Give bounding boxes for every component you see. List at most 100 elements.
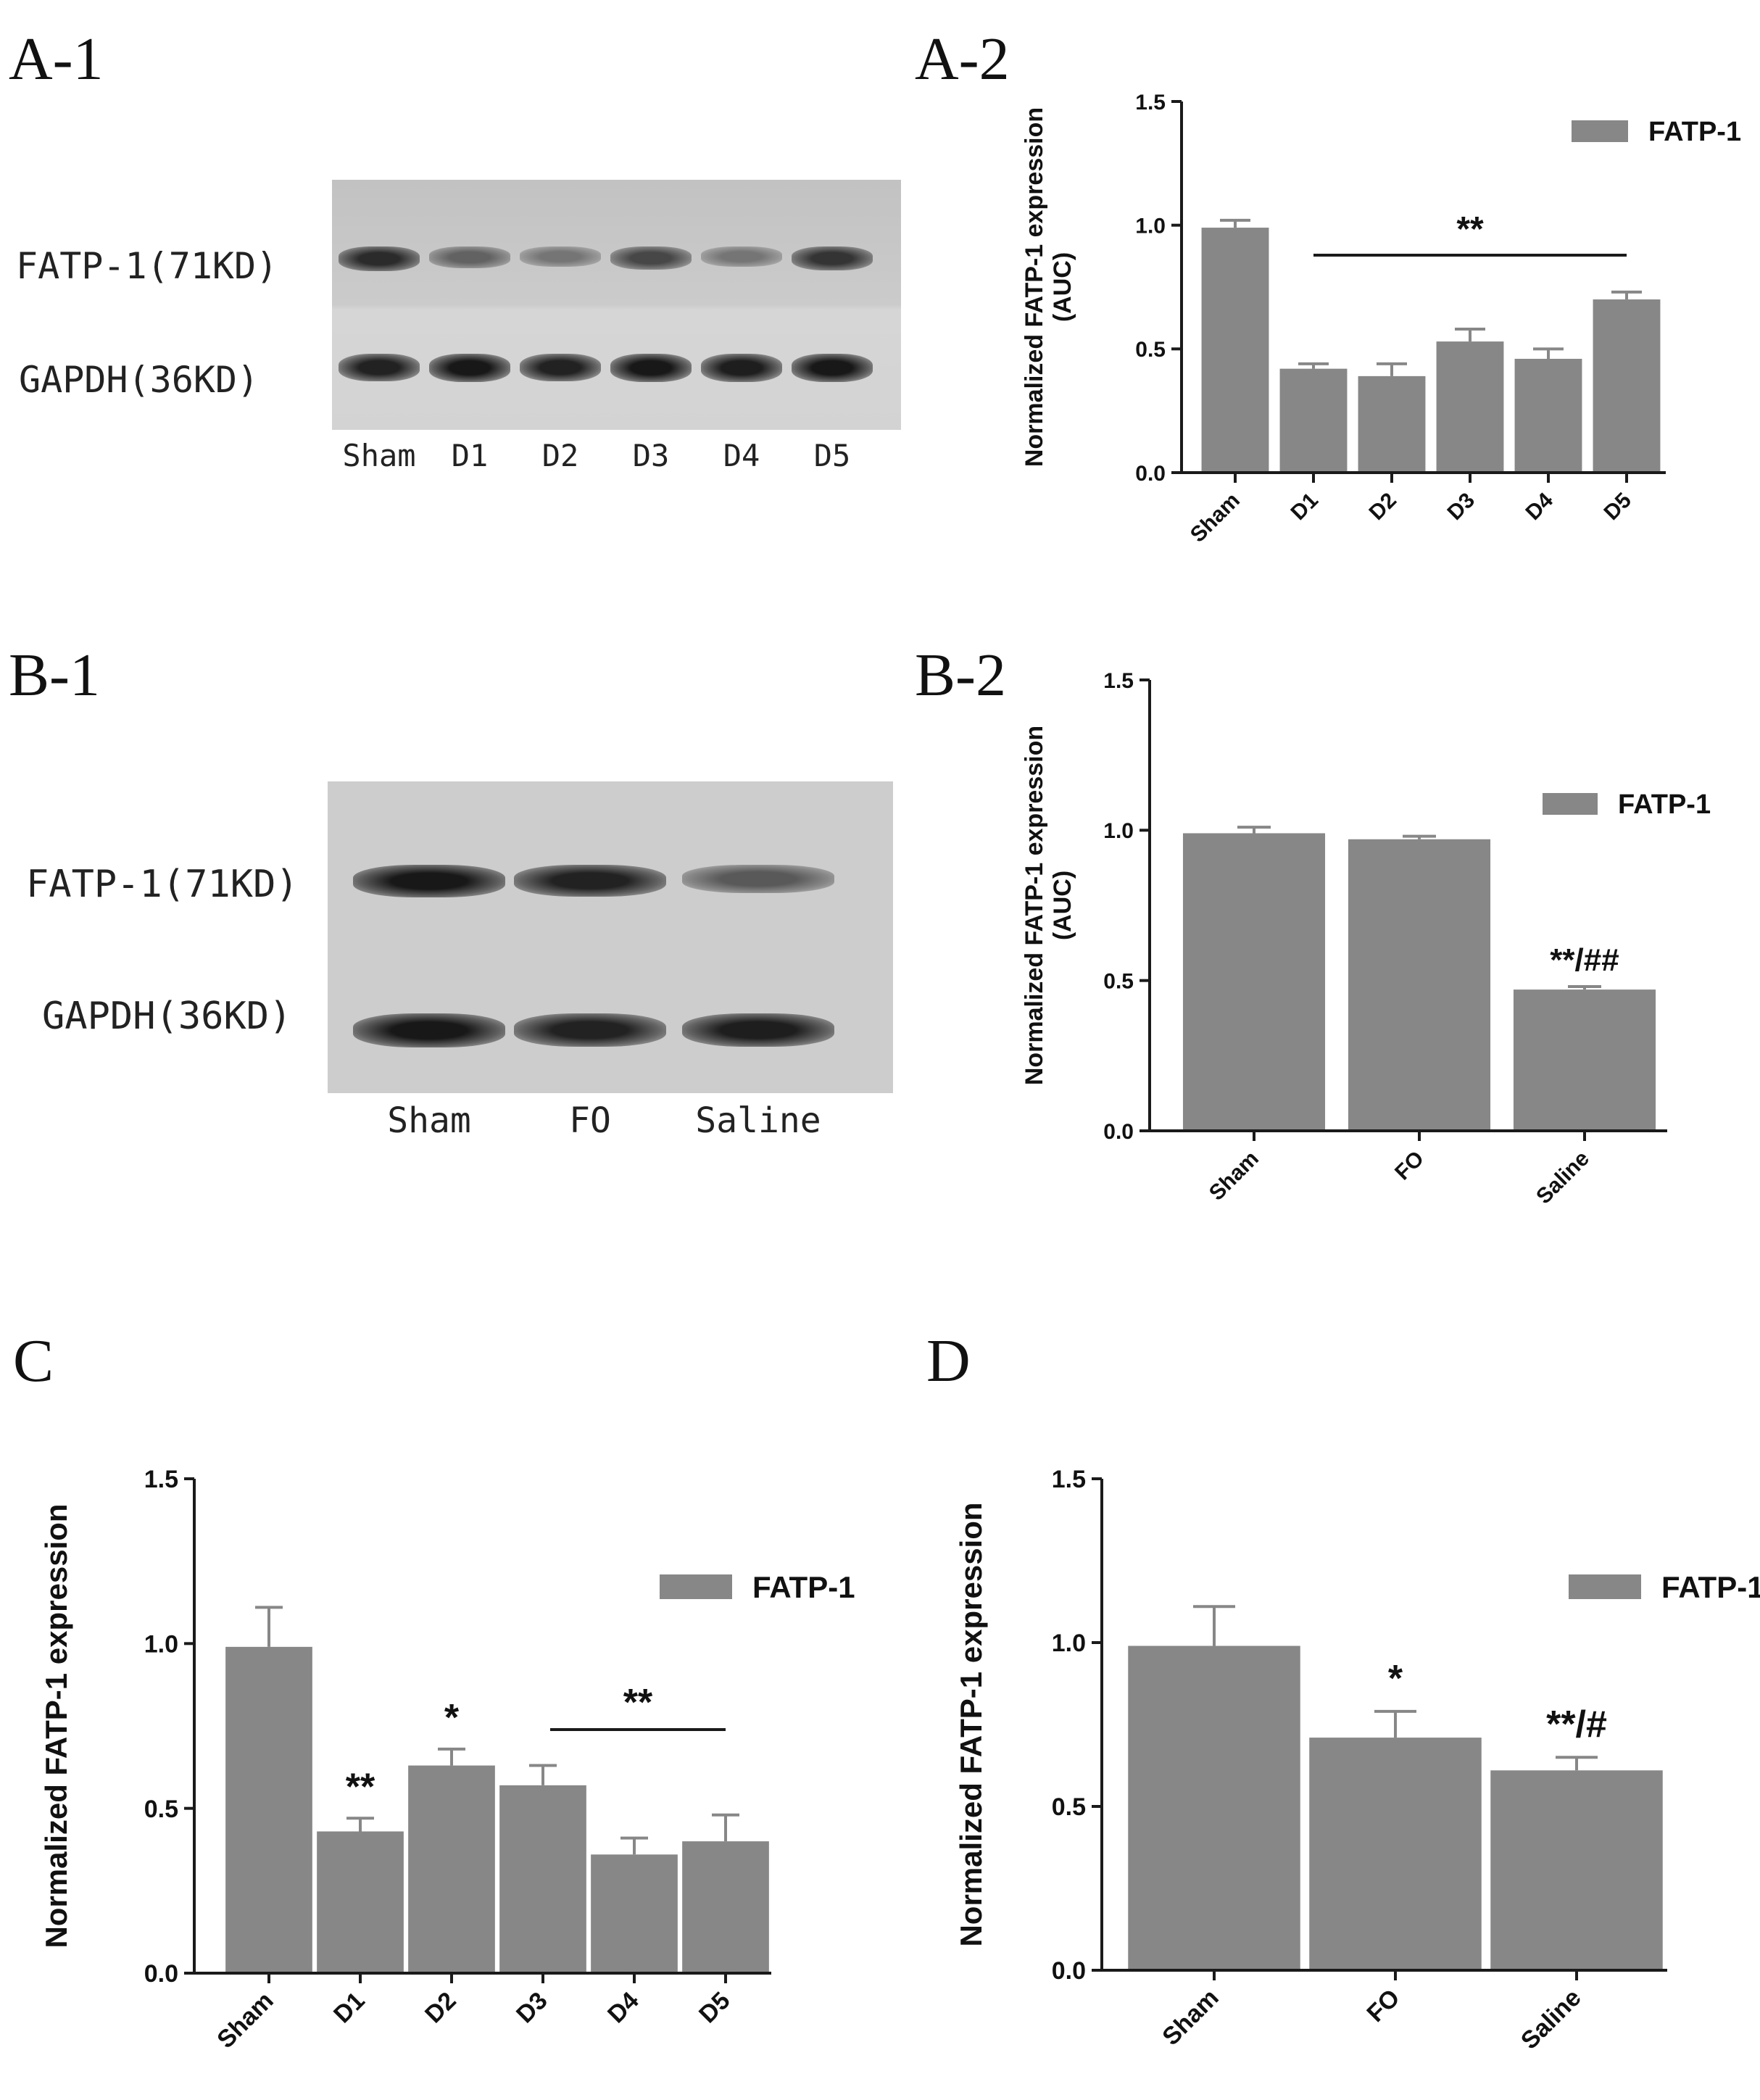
y-tick-label: 0.0 [1103, 1120, 1134, 1144]
fatp-band-sham [353, 865, 505, 898]
significance-marker: ** [1456, 210, 1484, 249]
y-axis-label-unit: (AUC) [1049, 252, 1076, 322]
y-axis-label: Normalized FATP-1 expression [39, 1503, 73, 1948]
bar-d3 [499, 1785, 586, 1973]
x-tick-label: Saline [1516, 1984, 1587, 2055]
bar-saline [1513, 989, 1656, 1131]
bar-sham [225, 1646, 312, 1973]
y-tick-label: 1.5 [144, 1466, 178, 1493]
significance-marker: * [1388, 1658, 1403, 1700]
panel-label-b1: B-1 [9, 642, 100, 709]
bar-fo [1348, 839, 1491, 1131]
gapdh-band-sham [339, 354, 420, 382]
bar-d2 [1358, 375, 1426, 473]
bar-d5 [682, 1841, 769, 1973]
y-tick-label: 1.5 [1135, 91, 1166, 115]
y-tick-label: 1.0 [144, 1631, 178, 1659]
significance-marker: * [444, 1697, 460, 1739]
gapdh-band-d2 [520, 354, 601, 382]
bar-sham [1201, 228, 1269, 473]
blot-b-row-label-fatp: FATP-1(71KD) [26, 863, 299, 906]
gapdh-band-d5 [792, 354, 873, 383]
blot-lane-label-sham: Sham [387, 1100, 471, 1141]
legend-label: FATP-1 [1661, 1570, 1760, 1604]
blot-a-membrane [332, 180, 901, 430]
blot-lane-label-fo: FO [569, 1100, 611, 1141]
blot-lane-label-d4: D4 [723, 438, 760, 473]
y-tick-label: 1.0 [1052, 1630, 1086, 1657]
y-tick-label: 1.5 [1052, 1466, 1086, 1493]
bar-d2 [408, 1765, 495, 1973]
blot-b-row-label-gapdh: GAPDH(36KD) [42, 995, 292, 1038]
significance-marker: ** [346, 1766, 375, 1808]
y-tick-label: 0.0 [144, 1960, 178, 1988]
y-axis-label: Normalized FATP-1 expression [1021, 726, 1048, 1085]
fatp-band-d1 [429, 246, 510, 268]
gapdh-band-d4 [701, 354, 782, 382]
y-axis-label: Normalized FATP-1 expression [954, 1502, 988, 1946]
panel-label-d: D [926, 1327, 971, 1395]
x-tick-label: FO [1361, 1984, 1405, 2028]
y-axis-label-unit: (AUC) [1049, 871, 1076, 940]
y-tick-label: 0.0 [1052, 1957, 1086, 1985]
blot-lane-label-d1: D1 [451, 438, 489, 473]
panel-label-b2: B-2 [915, 642, 1006, 709]
bar-d1 [1279, 368, 1348, 473]
panel-label-a2: A-2 [915, 25, 1010, 93]
blot-lane-label-saline: Saline [695, 1100, 821, 1141]
significance-marker: **/## [1550, 942, 1619, 978]
legend-swatch [1569, 1574, 1641, 1599]
bar-d4 [1514, 358, 1582, 473]
fatp-band-sham [339, 246, 420, 271]
fatp-band-d4 [701, 246, 782, 267]
gapdh-band-saline [682, 1013, 834, 1047]
blot-lane-label-d2: D2 [541, 438, 579, 473]
legend-swatch [660, 1574, 732, 1599]
y-tick-label: 0.5 [144, 1796, 178, 1823]
blot-a-row-label-gapdh: GAPDH(36KD) [19, 359, 260, 401]
y-axis-label: Normalized FATP-1 expression [1021, 107, 1048, 467]
y-tick-label: 1.0 [1135, 214, 1166, 238]
fatp-band-d5 [792, 246, 873, 271]
bar-d3 [1436, 341, 1504, 473]
y-tick-label: 0.5 [1052, 1793, 1086, 1821]
bar-fo [1309, 1738, 1482, 1970]
fatp-band-saline [682, 865, 834, 893]
fatp-band-d2 [520, 246, 601, 267]
bar-saline [1490, 1770, 1663, 1970]
legend-swatch [1572, 120, 1628, 142]
gapdh-band-d3 [610, 354, 692, 383]
bar-d5 [1593, 299, 1661, 473]
legend-label: FATP-1 [1648, 117, 1741, 147]
fatp-band-fo [514, 865, 666, 897]
bar-sham [1182, 833, 1326, 1131]
blot-a-row-label-fatp: FATP-1(71KD) [16, 245, 278, 287]
bar-d1 [317, 1831, 404, 1973]
blot-lane-label-d5: D5 [813, 438, 851, 473]
y-tick-label: 1.5 [1103, 669, 1134, 693]
bar-d4 [591, 1854, 678, 1973]
y-tick-label: 1.0 [1103, 819, 1134, 843]
legend-label: FATP-1 [1618, 789, 1711, 820]
gapdh-band-d1 [429, 354, 510, 383]
y-tick-label: 0.0 [1135, 462, 1166, 486]
blot-b-membrane [328, 781, 893, 1093]
significance-marker: **/# [1546, 1703, 1607, 1746]
gapdh-band-sham [353, 1013, 505, 1048]
fatp-band-d3 [610, 246, 692, 270]
x-tick-label: Sham [1157, 1984, 1224, 2051]
significance-marker: ** [623, 1682, 653, 1724]
bar-sham [1128, 1645, 1300, 1970]
gapdh-band-fo [514, 1013, 666, 1047]
panel-label-c: C [13, 1327, 54, 1395]
blot-lane-label-sham: Sham [342, 438, 416, 473]
panel-label-a1: A-1 [9, 25, 104, 93]
blot-lane-label-d3: D3 [632, 438, 670, 473]
legend-label: FATP-1 [752, 1570, 855, 1604]
y-tick-label: 0.5 [1103, 969, 1134, 993]
y-tick-label: 0.5 [1135, 338, 1166, 362]
legend-swatch [1543, 793, 1598, 815]
